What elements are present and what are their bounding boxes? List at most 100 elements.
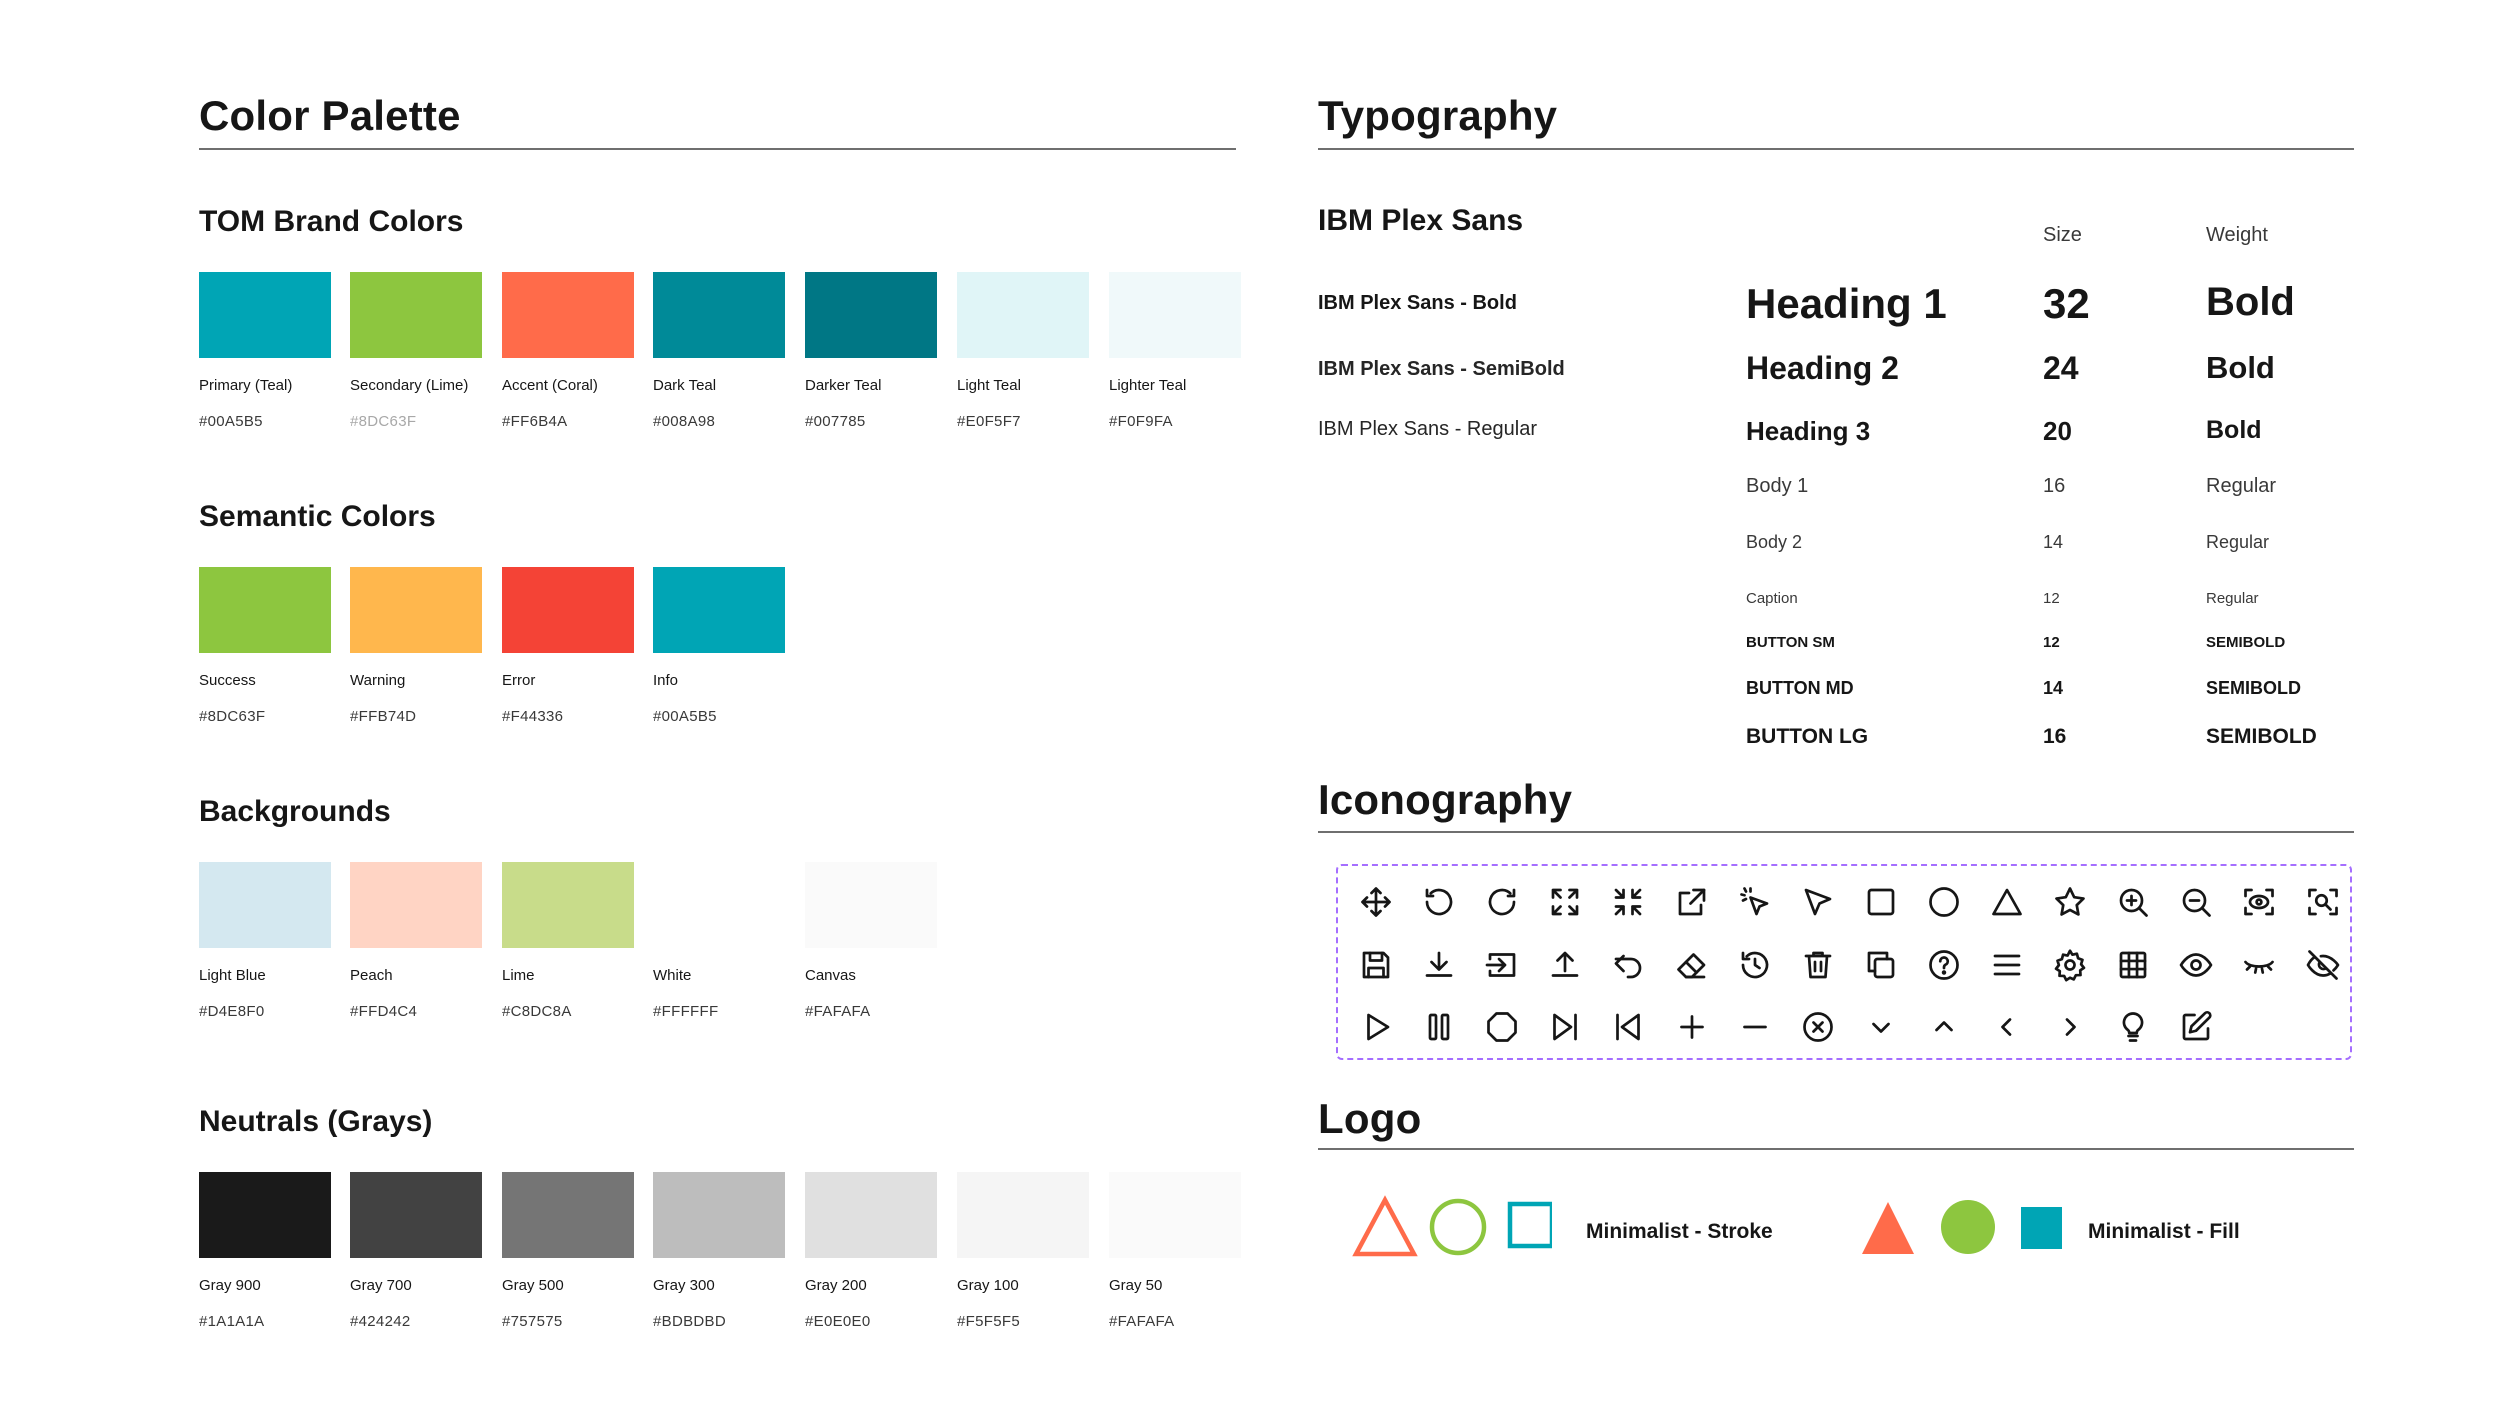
save-icon: [1358, 947, 1394, 983]
skip-forward-icon: [1547, 1009, 1583, 1045]
fill-circle-icon: [1941, 1200, 1995, 1254]
eye-off-icon: [2305, 947, 2341, 983]
swatch-name: Dark Teal: [653, 377, 717, 394]
swatch-hex: #8DC63F: [350, 413, 417, 430]
circle-icon: [1926, 884, 1962, 920]
swatch-hex: #00A5B5: [199, 413, 263, 430]
type-style-size: 16: [2043, 725, 2067, 748]
menu-icon: [1989, 947, 2025, 983]
type-style-label: BUTTON SM: [1746, 634, 1835, 651]
color-swatch: [957, 1172, 1089, 1258]
color-palette-title: Color Palette: [199, 92, 461, 139]
type-style-size: 24: [2043, 350, 2079, 386]
type-style-label: BUTTON MD: [1746, 678, 1854, 698]
focus-view-icon: [2241, 884, 2277, 920]
type-style-weight: SEMIBOLD: [2206, 678, 2302, 698]
color-swatch: [957, 272, 1089, 358]
swatch-name: Gray 200: [805, 1277, 867, 1294]
copy-icon: [1863, 947, 1899, 983]
swatch-hex: #C8DC8A: [502, 1003, 572, 1020]
swatch-name: Peach: [350, 967, 393, 984]
swatch-hex: #BDBDBD: [653, 1313, 726, 1330]
logo-title: Logo: [1318, 1095, 1422, 1142]
swatch-name: Warning: [350, 672, 406, 689]
swatch-hex: #FAFAFA: [1109, 1313, 1175, 1330]
zoom-out-icon: [2178, 884, 2214, 920]
star-icon: [2052, 884, 2088, 920]
type-style-size: 20: [2043, 416, 2072, 446]
swatch-hex: #FFB74D: [350, 708, 417, 725]
swatch-hex: #E0F5F7: [957, 413, 1021, 430]
chevron-right-icon: [2052, 1009, 2088, 1045]
swatch-hex: #008A98: [653, 413, 716, 430]
swatch-name: Light Blue: [199, 967, 266, 984]
move-icon: [1358, 884, 1394, 920]
swatch-name: Gray 700: [350, 1277, 412, 1294]
color-swatch: [805, 272, 937, 358]
color-swatch: [350, 272, 482, 358]
logo-fill-label: Minimalist - Fill: [2088, 1220, 2240, 1243]
color-swatch: [1109, 272, 1241, 358]
type-style-size: 12: [2043, 590, 2060, 607]
square-icon: [1863, 884, 1899, 920]
type-style-label: Caption: [1746, 590, 1798, 607]
magic-pointer-icon: [1737, 884, 1773, 920]
color-swatch: [502, 567, 634, 653]
download-icon: [1421, 947, 1457, 983]
type-style-weight: Regular: [2206, 590, 2259, 607]
typography-title: Typography: [1318, 92, 1558, 139]
help-icon: [1926, 947, 1962, 983]
swatch-name: Success: [199, 672, 256, 689]
eye-icon: [2178, 947, 2214, 983]
upload-icon: [1547, 947, 1583, 983]
type-style-label: Heading 3: [1746, 416, 1871, 446]
fill-square-icon: [2021, 1207, 2063, 1249]
type-style-size: 14: [2043, 678, 2064, 698]
eraser-icon: [1674, 947, 1710, 983]
color-swatch: [653, 272, 785, 358]
color-swatch: [199, 862, 331, 948]
octagon-icon: [1484, 1009, 1520, 1045]
type-style-label: BUTTON LG: [1746, 725, 1869, 748]
palette-group-title: Semantic Colors: [199, 500, 436, 533]
swatch-name: Secondary (Lime): [350, 377, 469, 394]
external-link-icon: [1674, 884, 1710, 920]
swatch-name: Accent (Coral): [502, 377, 598, 394]
chevron-down-icon: [1863, 1009, 1899, 1045]
typography-divider: [1318, 148, 2354, 150]
minimize-icon: [1610, 884, 1646, 920]
play-icon: [1358, 1009, 1394, 1045]
color-swatch: [805, 862, 937, 948]
swatch-name: White: [653, 967, 692, 984]
pause-icon: [1421, 1009, 1457, 1045]
color-swatch: [653, 1172, 785, 1258]
swatch-hex: #F5F5F5: [957, 1313, 1020, 1330]
font-variant-semibold: IBM Plex Sans - SemiBold: [1318, 358, 1565, 380]
font-family-name: IBM Plex Sans: [1318, 204, 1524, 237]
history-icon: [1737, 947, 1773, 983]
swatch-name: Primary (Teal): [199, 377, 293, 394]
fill-triangle-icon: [1862, 1202, 1914, 1254]
skip-back-icon: [1610, 1009, 1646, 1045]
swatch-hex: #D4E8F0: [199, 1003, 265, 1020]
zoom-in-icon: [2115, 884, 2151, 920]
type-style-label: Heading 1: [1746, 280, 1947, 327]
type-style-label: Heading 2: [1746, 350, 1899, 386]
swatch-name: Gray 900: [199, 1277, 261, 1294]
type-style-weight: Bold: [2206, 350, 2275, 385]
color-swatch: [199, 272, 331, 358]
type-style-size: 32: [2043, 280, 2090, 327]
iconography-title: Iconography: [1318, 776, 1573, 823]
maximize-icon: [1547, 884, 1583, 920]
color-swatch: [653, 567, 785, 653]
swatch-hex: #00A5B5: [653, 708, 717, 725]
logo-fill-mark: [1862, 1192, 2063, 1262]
color-swatch: [805, 1172, 937, 1258]
swatch-hex: #F0F9FA: [1109, 413, 1173, 430]
eye-closed-icon: [2241, 947, 2277, 983]
color-swatch: [502, 862, 634, 948]
color-swatch: [1109, 1172, 1241, 1258]
swatch-name: Gray 50: [1109, 1277, 1163, 1294]
plus-icon: [1674, 1009, 1710, 1045]
swatch-name: Info: [653, 672, 679, 689]
